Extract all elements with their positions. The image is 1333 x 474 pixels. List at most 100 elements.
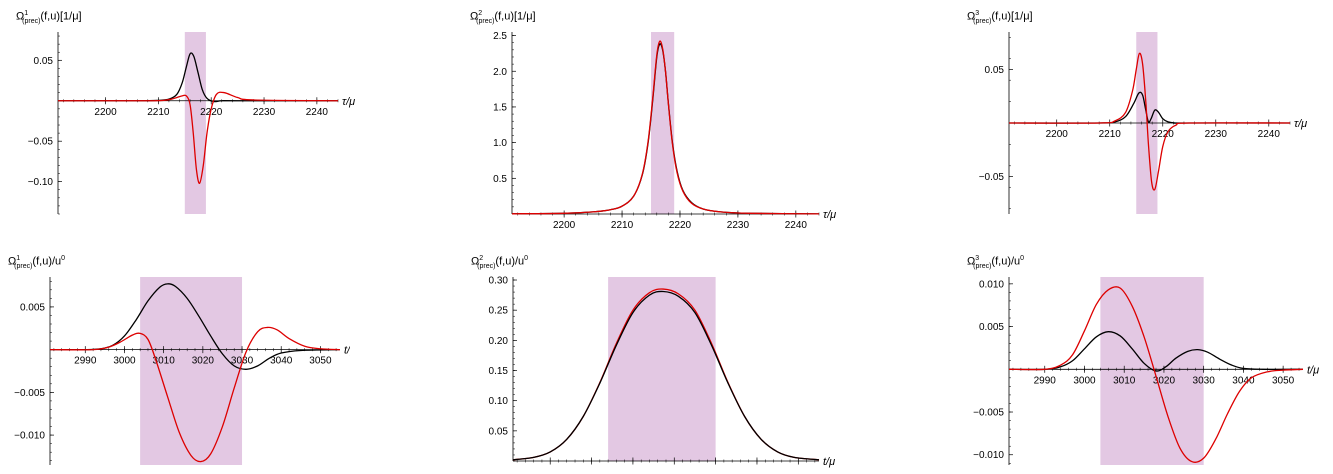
title-title-rest-sup: 0 [524,255,529,262]
y-tick-label: 0.15 [489,366,509,377]
title-title-sub: (prec) [22,17,41,25]
y-tick-label: −0.005 [14,388,45,399]
chart-svg: 2200 2210 2220 2230 2240 τ/μ 0.5 1.0 1.5 2.0 2.5 [493,31,836,228]
x-tick-label: 3010 [1113,375,1136,386]
chart-svg: 2200 2210 2220 2230 2240 τ/μ 0.05 −0.05 [979,32,1307,214]
y-tick-label: 0.05 [34,56,54,67]
chart-svg: 2200 2210 2220 2230 2240 τ/μ 0.05 −0.05 −0.10 [28,32,355,215]
x-tick-label: 3000 [1073,375,1096,386]
x-tick-label: 2200 [553,220,576,228]
x-tick-label: 2240 [1258,129,1281,140]
y-tick-label: 0.05 [985,65,1005,76]
series-line-2 [49,326,341,463]
x-tick-label: 2220 [1152,129,1175,140]
series-line-1 [1008,91,1290,124]
x-tick-label: 3040 [1232,375,1255,386]
y-tick-label: 0.20 [489,336,509,347]
chart-svg: 2990 3000 3010 3020 3030 3040 3050 t/μ 0.05 0.10 0… [489,276,836,468]
x-axis-label: t/μ [1307,364,1319,376]
panel-p5: Ω2(prec)(f,u)/u0 2990 3000 3010 3020 3030 3040… [471,255,844,468]
y-tick-label: −0.10 [28,177,54,188]
panel-title: Ω3(prec)(f,u)/u0 [967,255,1024,270]
x-tick-label: 2990 [539,467,562,468]
panel-p1: Ω1(prec)(f,u)[1/μ] 2200 2210 2220 2230 2240 τ/… [8,6,358,228]
y-tick-label: 1.5 [493,102,507,113]
x-tick-label: 3020 [663,467,686,468]
title-title-main: Ω [8,255,17,268]
title-title-rest: (f,u)[1/μ] [991,10,1033,23]
y-tick-label: 2.0 [493,67,507,78]
title-title-sub: (prec) [477,262,496,270]
x-tick-label: 2200 [1046,129,1069,140]
x-tick-label: 2210 [147,107,170,118]
chart-svg: 2990 3000 3010 3020 3030 3040 3050 t/μ 0.010 0.00… [973,277,1319,465]
y-tick-label: 0.25 [489,306,509,317]
title-title-main: Ω [967,255,976,268]
y-tick-label: 0.005 [979,322,1004,333]
x-tick-label: 3040 [746,467,769,468]
x-tick-label: 3020 [192,356,215,367]
series-line-2 [512,290,820,461]
highlight-band [140,277,243,465]
title-title-rest: (f,u)/u [32,255,62,268]
panel-p3: Ω3(prec)(f,u)[1/μ] 2200 2210 2220 2230 2240 τ/… [955,6,1325,228]
x-axis-label: τ/μ [1294,118,1307,130]
title-title-rest: (f,u)[1/μ] [494,10,536,23]
title-title-sub: (prec) [476,17,495,25]
x-tick-label: 3020 [1153,375,1176,386]
x-axis-label: t/μ [344,345,350,357]
x-tick-label: 2230 [727,220,750,228]
x-axis-label: t/μ [823,456,835,468]
panel-p4: Ω1(prec)(f,u)/u0 2990 3000 3010 3020 3030 3040… [0,255,350,468]
y-tick-label: 1.0 [493,138,507,149]
x-axis-label: τ/μ [823,209,836,221]
panel-title: Ω1(prec)(f,u)/u0 [8,255,65,270]
x-tick-label: 3050 [1272,375,1295,386]
y-tick-label: 0.30 [489,276,509,287]
series-line-2 [1008,286,1304,463]
y-tick-label: −0.010 [14,431,45,442]
highlight-band [1100,277,1204,465]
y-tick-label: −0.05 [979,172,1005,183]
x-tick-label: 3000 [580,467,603,468]
title-title-sup: 1 [16,255,21,262]
panel-title: Ω2(prec)(f,u)/u0 [471,255,528,270]
x-tick-label: 3000 [113,356,136,367]
y-tick-label: 2.5 [493,31,507,42]
y-tick-label: 0.05 [489,426,509,437]
x-tick-label: 2240 [306,107,329,118]
panel-title: Ω3(prec)(f,u)[1/μ] [967,10,1033,25]
title-title-rest: (f,u)[1/μ] [40,10,82,23]
panel-title: Ω2(prec)(f,u)[1/μ] [470,10,536,25]
x-tick-label: 2200 [94,107,117,118]
x-tick-label: 2210 [1099,129,1122,140]
x-tick-label: 2210 [611,220,634,228]
x-tick-label: 2990 [1034,375,1057,386]
y-tick-label: 0.10 [489,396,509,407]
title-title-main: Ω [967,10,976,23]
series-line-1 [1008,331,1304,372]
title-title-main: Ω [16,10,25,23]
title-title-rest: (f,u)/u [495,255,525,268]
x-tick-label: 3050 [309,356,332,367]
title-title-sup: 2 [478,10,483,17]
x-tick-label: 3010 [153,356,176,367]
series-line-2 [1008,52,1291,191]
title-title-sub: (prec) [973,17,992,25]
y-tick-label: 0.005 [20,302,45,313]
x-tick-label: 3050 [787,467,810,468]
x-tick-label: 3040 [270,356,293,367]
highlight-band [184,32,206,214]
y-tick-label: −0.010 [973,450,1004,461]
title-title-sup: 3 [975,255,980,262]
y-tick-label: −0.005 [973,408,1004,419]
highlight-band [608,277,716,461]
x-tick-label: 3030 [704,467,727,468]
series-line-1 [49,283,341,370]
panel-p6: Ω3(prec)(f,u)/u0 2990 3000 3010 3020 3030 3040… [955,255,1325,468]
title-title-sub: (prec) [14,262,33,270]
x-tick-label: 2230 [253,107,276,118]
x-tick-label: 2230 [1205,129,1228,140]
highlight-band [651,32,675,214]
series-line-2 [511,40,820,215]
